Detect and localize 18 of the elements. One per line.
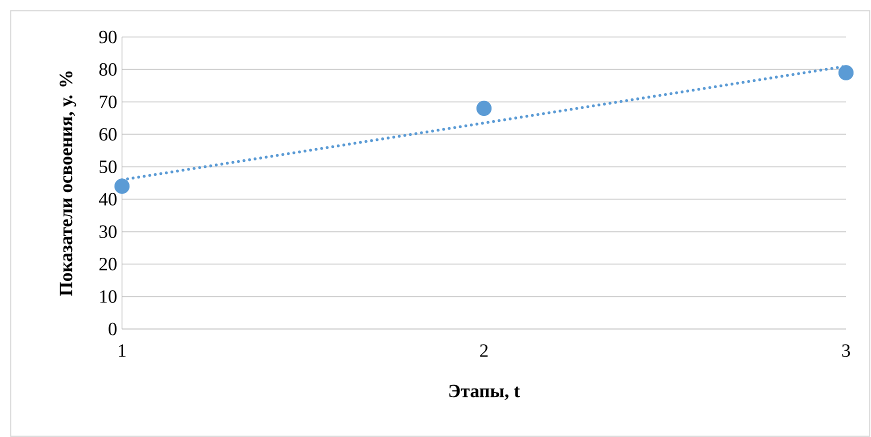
y-tick-label: 60 — [99, 128, 117, 141]
point — [476, 100, 492, 116]
y-tick-label: 70 — [100, 96, 117, 108]
x-tick-label: 2 — [480, 344, 488, 357]
x-axis-title: Этапы, t — [449, 384, 520, 400]
y-axis-title: Показатели освоения, у. % — [60, 72, 76, 296]
y-tick-label: 80 — [99, 63, 117, 76]
point — [114, 178, 130, 194]
x-tick-label: 1 — [118, 344, 126, 357]
x-tick-label: 3 — [842, 344, 850, 357]
y-tick-label: 90 — [99, 30, 117, 44]
y-tick-label: 0 — [108, 322, 117, 336]
y-tick-label: 10 — [100, 290, 117, 303]
y-tick-label: 20 — [99, 258, 117, 270]
point — [838, 65, 854, 80]
y-tick-label: 40 — [98, 192, 117, 206]
y-tick-label: 30 — [100, 225, 117, 238]
y-tick-label: 50 — [100, 160, 117, 174]
